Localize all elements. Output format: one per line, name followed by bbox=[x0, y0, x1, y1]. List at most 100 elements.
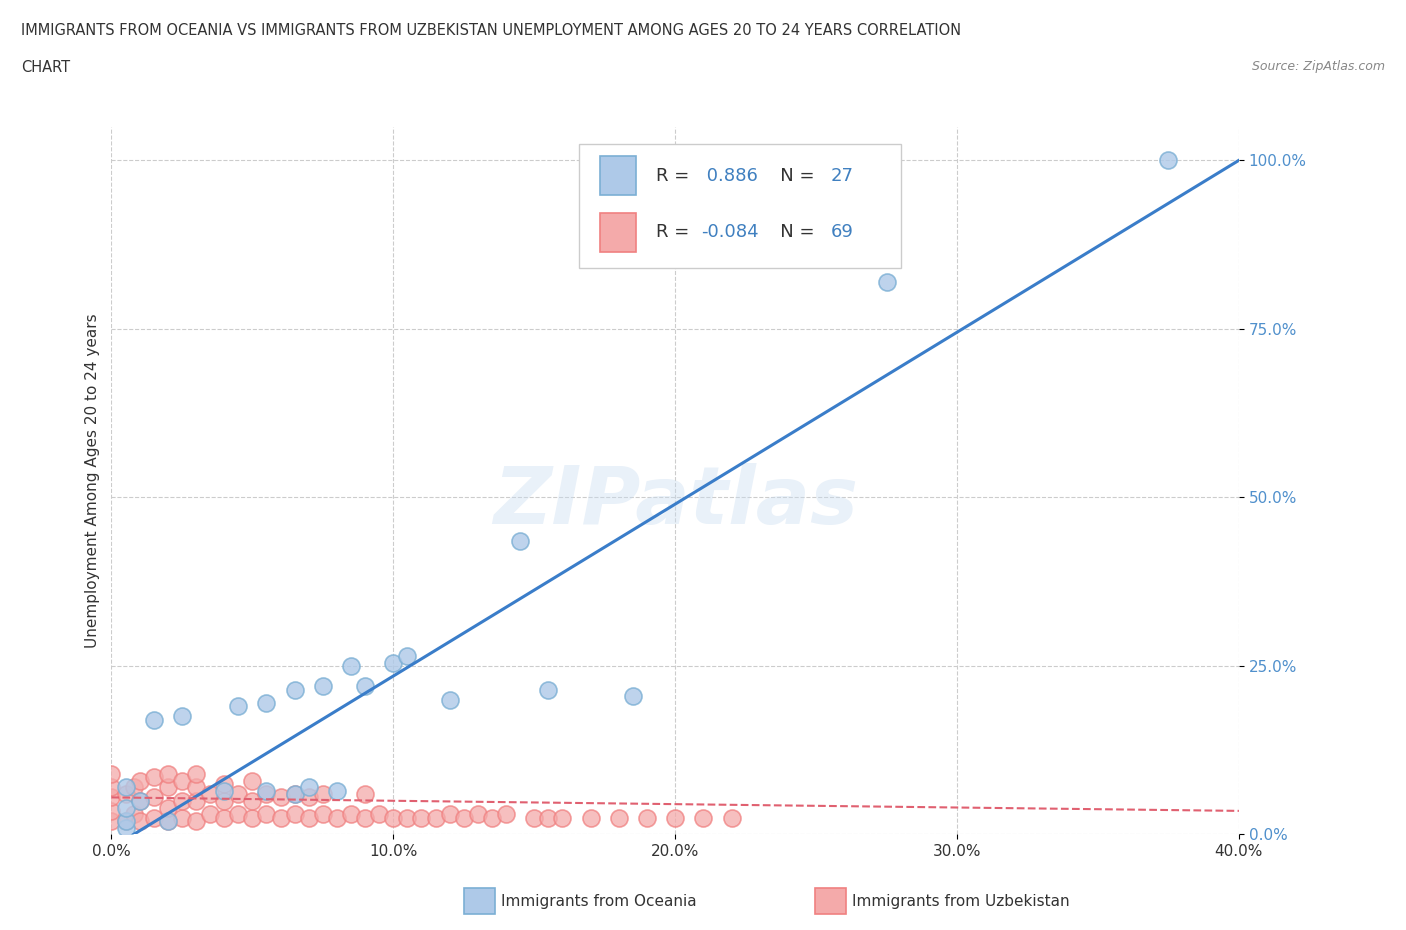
Point bbox=[226, 699, 249, 714]
Point bbox=[128, 814, 150, 829]
Text: 0.886: 0.886 bbox=[702, 166, 758, 185]
Point bbox=[100, 790, 122, 804]
Point bbox=[340, 807, 363, 822]
Point bbox=[212, 810, 235, 825]
Point bbox=[170, 810, 193, 825]
Point bbox=[876, 274, 898, 289]
Point bbox=[509, 534, 531, 549]
Point bbox=[298, 780, 321, 795]
Point bbox=[312, 787, 335, 802]
Point bbox=[1157, 153, 1180, 167]
Point bbox=[184, 766, 207, 781]
Point bbox=[607, 810, 630, 825]
Point bbox=[720, 810, 742, 825]
Point bbox=[368, 807, 391, 822]
Point bbox=[170, 709, 193, 724]
Point bbox=[240, 793, 263, 808]
Point bbox=[240, 773, 263, 788]
Point bbox=[312, 679, 335, 694]
Point bbox=[142, 712, 165, 727]
Point bbox=[226, 787, 249, 802]
Point bbox=[396, 810, 419, 825]
Point bbox=[411, 810, 433, 825]
Point bbox=[270, 790, 292, 804]
Bar bbox=[599, 213, 636, 252]
Point bbox=[156, 814, 179, 829]
Point bbox=[354, 810, 377, 825]
Point bbox=[453, 810, 475, 825]
Point bbox=[114, 814, 136, 829]
FancyBboxPatch shape bbox=[579, 144, 901, 268]
Point bbox=[100, 814, 122, 829]
Point bbox=[340, 658, 363, 673]
Point bbox=[128, 773, 150, 788]
Point bbox=[128, 793, 150, 808]
Point bbox=[692, 810, 714, 825]
Point bbox=[382, 655, 405, 670]
Point bbox=[551, 810, 574, 825]
Point bbox=[312, 807, 335, 822]
Point bbox=[122, 807, 145, 822]
Text: Source: ZipAtlas.com: Source: ZipAtlas.com bbox=[1251, 60, 1385, 73]
Point bbox=[170, 773, 193, 788]
Point bbox=[354, 787, 377, 802]
Point bbox=[156, 766, 179, 781]
Point bbox=[156, 814, 179, 829]
Point bbox=[284, 807, 307, 822]
Point bbox=[100, 804, 122, 818]
Point bbox=[298, 790, 321, 804]
Point bbox=[396, 648, 419, 663]
Point bbox=[537, 810, 560, 825]
Point bbox=[114, 800, 136, 815]
Point bbox=[621, 689, 644, 704]
Point bbox=[439, 807, 461, 822]
Point bbox=[664, 810, 686, 825]
Point bbox=[439, 692, 461, 707]
Point bbox=[636, 810, 658, 825]
Text: CHART: CHART bbox=[21, 60, 70, 75]
Point bbox=[114, 814, 136, 829]
Text: 69: 69 bbox=[831, 223, 853, 242]
Point bbox=[226, 807, 249, 822]
Point bbox=[156, 780, 179, 795]
Text: R =: R = bbox=[657, 223, 695, 242]
Point bbox=[326, 783, 349, 798]
Point bbox=[270, 810, 292, 825]
Point bbox=[142, 810, 165, 825]
Point bbox=[212, 783, 235, 798]
Point bbox=[256, 783, 278, 798]
Text: 27: 27 bbox=[831, 166, 853, 185]
Point bbox=[481, 810, 503, 825]
Text: N =: N = bbox=[763, 223, 820, 242]
Point bbox=[240, 810, 263, 825]
Point bbox=[156, 800, 179, 815]
Point bbox=[537, 682, 560, 697]
Point bbox=[284, 787, 307, 802]
Point bbox=[100, 766, 122, 781]
Text: R =: R = bbox=[657, 166, 695, 185]
Point bbox=[114, 787, 136, 802]
Point bbox=[114, 780, 136, 795]
Text: N =: N = bbox=[763, 166, 820, 185]
Point bbox=[495, 807, 517, 822]
Point bbox=[198, 787, 221, 802]
Point bbox=[114, 820, 136, 835]
Point bbox=[256, 696, 278, 711]
Point bbox=[256, 787, 278, 802]
Point bbox=[142, 790, 165, 804]
Point bbox=[100, 780, 122, 795]
Text: Immigrants from Oceania: Immigrants from Oceania bbox=[501, 894, 696, 909]
Point bbox=[142, 770, 165, 785]
Text: Immigrants from Uzbekistan: Immigrants from Uzbekistan bbox=[852, 894, 1070, 909]
Bar bbox=[599, 156, 636, 195]
Y-axis label: Unemployment Among Ages 20 to 24 years: Unemployment Among Ages 20 to 24 years bbox=[86, 313, 100, 648]
Point bbox=[382, 810, 405, 825]
Point bbox=[184, 814, 207, 829]
Point bbox=[128, 793, 150, 808]
Point bbox=[579, 810, 602, 825]
Point bbox=[184, 793, 207, 808]
Point bbox=[523, 810, 546, 825]
Point bbox=[467, 807, 489, 822]
Point bbox=[212, 793, 235, 808]
Point bbox=[284, 682, 307, 697]
